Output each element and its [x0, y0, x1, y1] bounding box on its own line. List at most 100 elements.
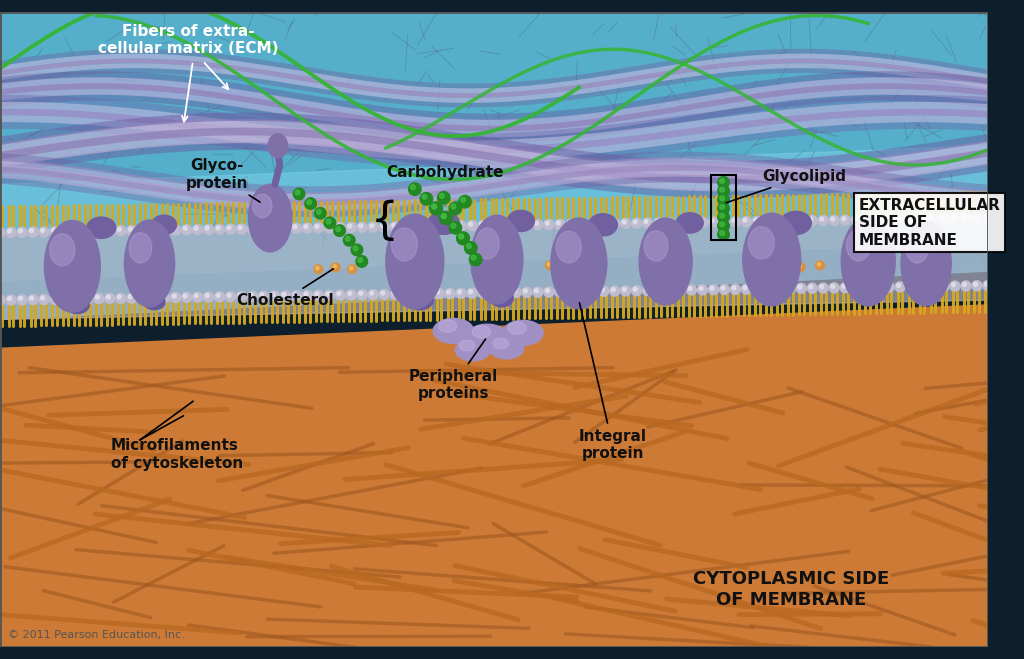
Circle shape — [423, 289, 433, 299]
Circle shape — [547, 263, 551, 266]
Circle shape — [479, 289, 483, 293]
Text: Fibers of extra-
cellular matrix (ECM): Fibers of extra- cellular matrix (ECM) — [98, 24, 279, 56]
Circle shape — [897, 283, 900, 287]
Circle shape — [459, 234, 464, 239]
Circle shape — [62, 296, 67, 300]
Circle shape — [225, 224, 236, 234]
Circle shape — [412, 289, 422, 299]
Circle shape — [928, 281, 938, 291]
Circle shape — [50, 227, 59, 237]
Circle shape — [18, 229, 23, 233]
Circle shape — [295, 190, 300, 195]
Circle shape — [721, 286, 725, 290]
Circle shape — [600, 288, 604, 292]
Circle shape — [862, 215, 872, 225]
Circle shape — [51, 296, 55, 300]
Text: }: } — [360, 196, 388, 240]
Circle shape — [171, 293, 180, 302]
Circle shape — [94, 226, 103, 236]
Circle shape — [797, 283, 806, 293]
Ellipse shape — [490, 289, 513, 307]
Ellipse shape — [780, 212, 811, 235]
Circle shape — [753, 216, 763, 227]
Circle shape — [741, 284, 752, 294]
Circle shape — [590, 288, 593, 292]
Circle shape — [555, 287, 565, 297]
Circle shape — [326, 292, 330, 296]
Circle shape — [511, 220, 521, 230]
Ellipse shape — [551, 218, 607, 309]
Text: Peripheral
proteins: Peripheral proteins — [409, 339, 498, 401]
Circle shape — [148, 293, 159, 303]
Text: CYTOPLASMIC SIDE
OF MEMBRANE: CYTOPLASMIC SIDE OF MEMBRANE — [693, 570, 889, 609]
Circle shape — [172, 294, 176, 298]
Circle shape — [84, 295, 88, 299]
Circle shape — [709, 285, 719, 295]
Circle shape — [983, 213, 993, 223]
Ellipse shape — [901, 221, 951, 306]
Circle shape — [765, 218, 769, 222]
Circle shape — [313, 223, 324, 233]
Circle shape — [128, 227, 132, 231]
Circle shape — [776, 217, 780, 221]
Text: Glyco-
protein: Glyco- protein — [185, 158, 260, 202]
Circle shape — [30, 296, 34, 300]
Circle shape — [611, 220, 615, 224]
Circle shape — [600, 220, 604, 224]
Circle shape — [720, 204, 725, 210]
Circle shape — [183, 294, 187, 298]
Circle shape — [457, 232, 469, 244]
Ellipse shape — [253, 194, 272, 217]
Circle shape — [326, 224, 330, 228]
Circle shape — [686, 285, 696, 295]
Circle shape — [459, 234, 464, 239]
Circle shape — [258, 223, 268, 234]
Circle shape — [348, 265, 356, 273]
Circle shape — [214, 292, 224, 302]
Circle shape — [193, 225, 203, 235]
Circle shape — [127, 225, 137, 236]
Circle shape — [469, 253, 482, 266]
Circle shape — [357, 290, 368, 300]
Circle shape — [667, 287, 670, 291]
Circle shape — [258, 291, 268, 301]
Circle shape — [785, 283, 796, 293]
Circle shape — [939, 214, 949, 224]
Polygon shape — [0, 12, 988, 320]
Circle shape — [730, 217, 740, 227]
Circle shape — [490, 222, 495, 226]
Circle shape — [148, 225, 159, 235]
Circle shape — [567, 221, 571, 225]
Ellipse shape — [467, 324, 508, 349]
Circle shape — [445, 221, 455, 231]
Circle shape — [974, 215, 977, 219]
Circle shape — [271, 225, 274, 229]
Circle shape — [718, 185, 729, 197]
Circle shape — [465, 242, 477, 254]
Ellipse shape — [639, 218, 692, 305]
Circle shape — [488, 220, 499, 231]
Circle shape — [763, 216, 773, 226]
Circle shape — [984, 215, 988, 219]
Circle shape — [555, 219, 565, 229]
Circle shape — [818, 215, 828, 225]
Circle shape — [609, 286, 620, 296]
Circle shape — [358, 291, 362, 295]
Circle shape — [842, 284, 846, 288]
Polygon shape — [0, 218, 988, 320]
Circle shape — [886, 216, 890, 220]
Circle shape — [535, 221, 539, 225]
Ellipse shape — [268, 134, 288, 158]
Circle shape — [730, 284, 740, 295]
Circle shape — [356, 256, 368, 268]
Circle shape — [754, 218, 758, 222]
Circle shape — [216, 226, 220, 230]
Circle shape — [248, 224, 257, 234]
Circle shape — [271, 293, 274, 297]
Circle shape — [351, 244, 362, 256]
Circle shape — [74, 228, 78, 232]
Circle shape — [512, 289, 516, 293]
Circle shape — [0, 227, 5, 237]
Circle shape — [774, 283, 784, 294]
Circle shape — [776, 285, 780, 289]
